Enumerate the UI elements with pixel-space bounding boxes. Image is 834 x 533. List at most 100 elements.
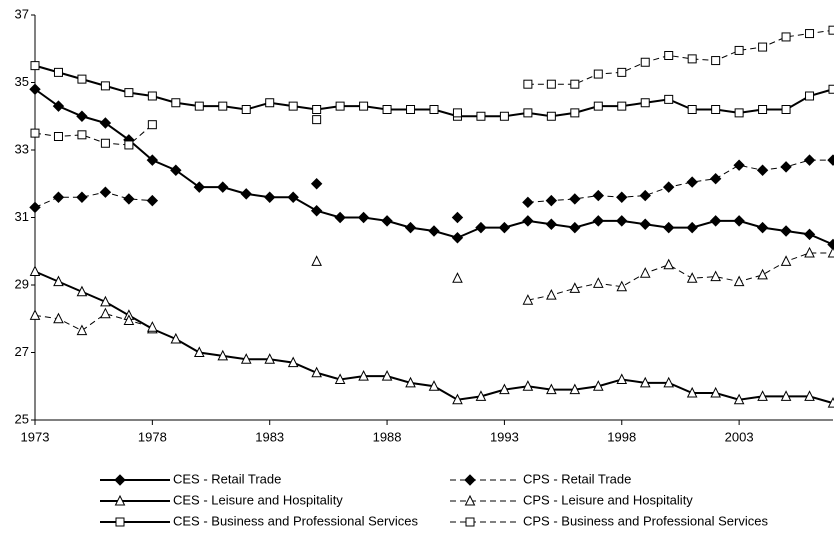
marker [616,373,628,384]
marker [193,181,206,193]
marker [428,380,440,391]
marker [711,56,721,66]
x-tick-label: 1988 [373,429,402,444]
marker [29,309,41,320]
marker [381,370,393,381]
marker [756,164,769,176]
marker [452,393,463,405]
marker [710,270,721,282]
marker [733,159,745,171]
marker [523,79,533,89]
marker [780,255,792,266]
marker [358,370,369,381]
marker [124,140,134,150]
marker [569,383,581,395]
marker [781,32,791,42]
marker [804,246,815,258]
marker [334,211,346,224]
marker [780,390,792,401]
marker [146,194,159,207]
marker [193,346,205,357]
marker [569,282,581,293]
marker [710,386,721,398]
legend-label: CES - Leisure and Hospitality [173,492,343,507]
marker [592,189,605,202]
marker [828,84,834,94]
y-tick-label: 27 [15,344,29,359]
marker [545,194,558,207]
marker [194,101,204,111]
marker [640,57,650,67]
marker [499,111,509,121]
x-tick-label: 1983 [255,429,284,444]
marker [827,246,834,258]
marker [115,517,125,527]
marker [758,105,768,114]
marker [733,215,745,227]
marker [523,108,533,118]
legend-label: CPS - Business and Professional Services [523,513,768,528]
marker [147,321,158,332]
marker [77,74,87,84]
marker [263,191,276,203]
marker [664,51,674,60]
marker [663,376,675,388]
marker [124,88,134,98]
marker [310,178,323,190]
marker [217,349,229,361]
marker [546,383,557,395]
x-tick-label: 1993 [490,429,519,444]
marker [52,191,65,203]
marker [76,191,88,203]
marker [805,91,815,101]
marker [451,232,464,244]
marker [29,265,41,276]
marker [452,272,463,283]
marker [639,267,651,278]
marker [686,221,698,234]
marker [593,69,603,79]
marker [827,154,834,166]
marker [546,79,556,89]
legend-label: CES - Business and Professional Services [173,513,418,528]
marker [592,215,605,227]
marker [123,193,135,205]
x-tick-label: 1998 [607,429,636,444]
marker [711,105,721,114]
marker [170,164,182,176]
marker [53,312,64,324]
marker [30,128,40,138]
y-tick-label: 25 [15,411,29,426]
marker [476,111,486,121]
marker [53,67,63,77]
marker [639,376,651,388]
marker [429,105,439,114]
y-tick-label: 29 [15,276,29,291]
marker [569,193,581,205]
marker [357,211,370,224]
marker [29,83,41,95]
marker [241,105,251,114]
marker [616,191,628,203]
marker [522,380,534,391]
marker [170,332,182,344]
marker [687,105,697,114]
marker [687,54,697,64]
marker [287,191,299,203]
marker [662,181,675,193]
marker [99,186,112,198]
marker [475,221,487,234]
marker [686,386,698,398]
marker [52,100,65,112]
marker [803,228,816,241]
marker [828,25,834,35]
marker [114,474,126,486]
marker [114,494,126,506]
marker [465,517,475,527]
marker [100,307,111,319]
marker [709,172,722,185]
marker [545,218,558,230]
marker [312,105,322,114]
marker [406,105,416,114]
marker [53,132,63,141]
